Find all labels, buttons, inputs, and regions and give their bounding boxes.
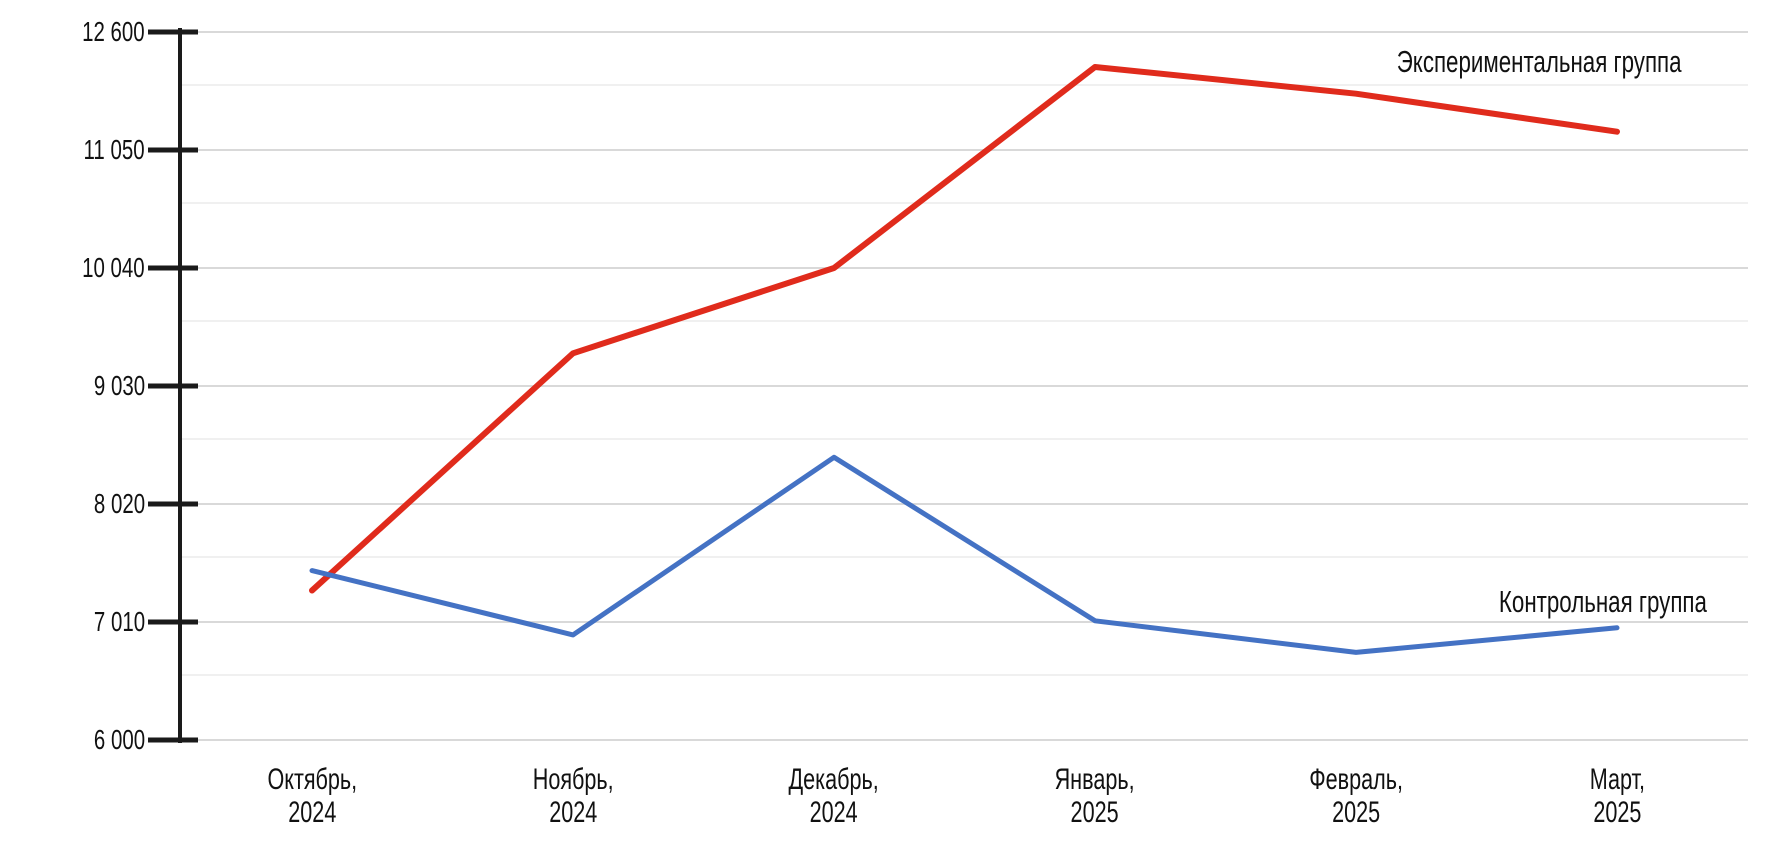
y-tick-label-text: 10 040: [82, 252, 145, 283]
series-line-1: [309, 454, 1620, 655]
y-tick-label: 12 600: [59, 16, 145, 48]
x-tick-label-line: Ноябрь,: [532, 763, 614, 796]
legend-experimental-group: Экспериментальная группа: [1286, 44, 1682, 80]
legend-experimental-group-text: Экспериментальная группа: [1397, 44, 1682, 79]
y-tick-label: 11 050: [61, 134, 145, 166]
y-tick-label: 9 030: [75, 370, 145, 402]
y-tick-label: 7 010: [75, 606, 145, 638]
series-line-0: [309, 64, 1620, 594]
series-lines: [309, 64, 1620, 655]
x-tick-label: Октябрь, 2024: [192, 763, 432, 829]
y-axis: [148, 28, 198, 743]
y-tick-label-text: 8 020: [93, 488, 145, 519]
x-tick-label-line: Январь,: [1054, 763, 1136, 796]
legend-control-group-text: Контрольная группа: [1498, 584, 1707, 619]
x-tick-label: Февраль, 2025: [1236, 763, 1476, 829]
x-tick-label-line: 2025: [1070, 796, 1120, 829]
x-tick-label-line: 2024: [809, 796, 859, 829]
x-tick-label-line: 2024: [548, 796, 598, 829]
x-tick-label-line: 2025: [1331, 796, 1381, 829]
gridlines: [182, 31, 1748, 741]
x-tick-label-text: Февраль, 2025: [1309, 763, 1403, 829]
x-tick-label-text: Октябрь, 2024: [267, 763, 357, 829]
y-tick-label-text: 9 030: [93, 370, 145, 401]
y-tick-label: 8 020: [75, 488, 145, 520]
x-tick-label-line: Февраль,: [1309, 763, 1403, 796]
y-tick-label: 10 040: [59, 252, 145, 284]
x-tick-label-line: 2025: [1592, 796, 1642, 829]
x-tick-label: Декабрь, 2024: [714, 763, 954, 829]
legend-control-group: Контрольная группа: [1418, 584, 1707, 620]
y-tick-label: 6 000: [75, 724, 145, 756]
x-tick-label-line: 2024: [287, 796, 337, 829]
x-tick-label: Март, 2025: [1497, 763, 1737, 829]
y-tick-label-text: 12 600: [82, 16, 145, 47]
x-tick-label-text: Ноябрь, 2024: [533, 763, 614, 829]
x-tick-label-text: Декабрь, 2024: [789, 763, 879, 829]
x-tick-label-text: Январь, 2025: [1055, 763, 1135, 829]
x-tick-label-line: Октябрь,: [267, 763, 357, 796]
x-tick-label: Ноябрь, 2024: [453, 763, 693, 829]
x-tick-label-text: Март, 2025: [1589, 763, 1644, 829]
y-tick-label-text: 7 010: [93, 606, 145, 637]
x-tick-label: Январь, 2025: [975, 763, 1215, 829]
x-tick-label-line: Март,: [1589, 763, 1645, 796]
x-tick-label-line: Декабрь,: [788, 763, 880, 796]
y-tick-label-text: 11 050: [83, 134, 145, 165]
y-tick-label-text: 6 000: [93, 724, 145, 755]
